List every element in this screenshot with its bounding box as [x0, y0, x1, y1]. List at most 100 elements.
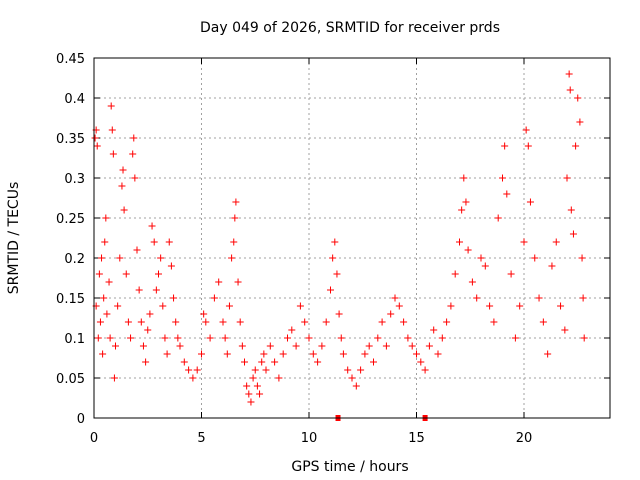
data-point: [370, 358, 377, 366]
data-point: [279, 350, 287, 358]
data-point: [486, 302, 494, 310]
x-tick-label: 5: [197, 431, 205, 446]
data-point: [400, 318, 408, 326]
data-point: [198, 350, 205, 358]
data-point: [408, 342, 416, 350]
data-point: [256, 390, 264, 398]
data-point: [395, 302, 403, 310]
data-point: [249, 374, 257, 382]
data-point: [152, 286, 160, 294]
data-point: [329, 254, 337, 262]
data-point: [109, 150, 117, 158]
data-point: [119, 166, 127, 174]
data-point: [100, 294, 108, 302]
data-point: [451, 270, 459, 278]
data-point: [108, 126, 116, 134]
data-point: [129, 150, 137, 158]
y-tick-label: 0.2: [64, 252, 85, 267]
data-point: [335, 310, 343, 318]
data-point: [150, 238, 158, 246]
data-point: [526, 198, 534, 206]
data-point: [413, 350, 420, 358]
data-point: [148, 222, 156, 230]
data-point: [98, 254, 106, 262]
data-point: [180, 358, 188, 366]
data-point: [120, 206, 128, 214]
data-point: [421, 366, 429, 374]
data-point: [99, 350, 107, 358]
data-point: [275, 374, 283, 382]
data-point: [163, 350, 171, 358]
data-point: [572, 142, 580, 150]
data-point: [468, 278, 476, 286]
data-point: [135, 286, 143, 294]
data-point: [189, 374, 197, 382]
data-point: [247, 398, 255, 406]
data-point: [522, 126, 530, 134]
data-point: [337, 334, 345, 342]
y-tick-label: 0.25: [56, 212, 85, 227]
data-point: [137, 318, 145, 326]
data-point: [481, 262, 489, 270]
data-point: [292, 342, 300, 350]
data-point: [146, 310, 154, 318]
x-tick-label: 15: [408, 431, 425, 446]
data-point: [417, 358, 425, 366]
data-point: [327, 286, 334, 294]
data-point: [552, 238, 560, 246]
data-point: [447, 302, 455, 310]
data-point: [357, 366, 365, 374]
data-point: [102, 214, 110, 222]
y-tick-label: 0.15: [56, 292, 85, 307]
data-point: [96, 318, 104, 326]
y-axis-label: SRMTID / TECUs: [6, 182, 22, 295]
data-point: [262, 366, 270, 374]
data-point: [333, 270, 341, 278]
data-point: [206, 334, 214, 342]
data-point: [245, 390, 253, 398]
data-point: [266, 342, 274, 350]
data-point: [391, 294, 399, 302]
data-point: [253, 382, 261, 390]
data-point: [251, 366, 259, 374]
data-point: [314, 358, 322, 366]
data-point: [231, 214, 239, 222]
data-point: [200, 310, 208, 318]
x-axis-label: GPS time / hours: [291, 459, 408, 475]
data-point: [438, 334, 446, 342]
x-tick-label: 0: [90, 431, 98, 446]
data-point: [563, 174, 571, 182]
data-point: [365, 342, 373, 350]
data-point: [580, 334, 588, 342]
data-point: [107, 102, 115, 110]
data-point: [130, 134, 138, 142]
data-point: [576, 118, 584, 126]
data-point: [271, 358, 279, 366]
data-point: [548, 262, 556, 270]
data-point: [131, 174, 139, 182]
data-point: [95, 270, 103, 278]
data-point: [539, 318, 547, 326]
data-point: [185, 366, 193, 374]
data-point: [434, 350, 442, 358]
data-point: [460, 174, 468, 182]
data-point: [193, 366, 201, 374]
data-point: [473, 294, 481, 302]
y-tick-label: 0.3: [64, 172, 85, 187]
data-point: [565, 70, 573, 78]
data-point: [157, 254, 165, 262]
y-tick-label: 0.4: [64, 92, 85, 107]
y-tick-label: 0.45: [56, 52, 85, 67]
data-point: [524, 142, 532, 150]
data-point: [430, 326, 438, 334]
data-point: [301, 318, 309, 326]
data-point: [566, 86, 574, 94]
x-tick-label: 10: [301, 431, 318, 446]
data-point: [165, 238, 173, 246]
data-point: [443, 318, 451, 326]
data-point: [382, 342, 390, 350]
data-point: [499, 174, 506, 182]
y-tick-label: 0.05: [56, 372, 85, 387]
data-point: [458, 206, 466, 214]
